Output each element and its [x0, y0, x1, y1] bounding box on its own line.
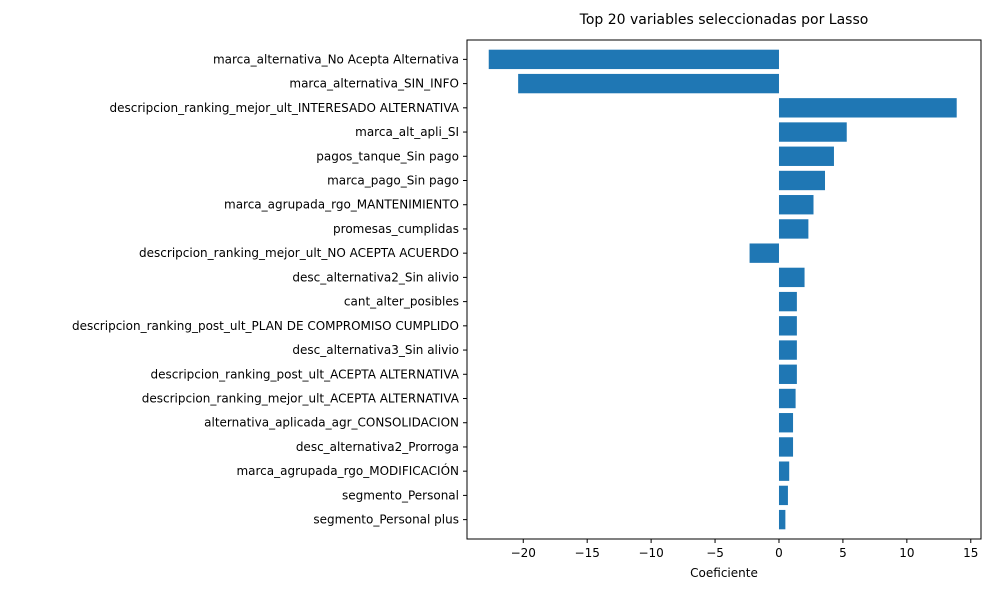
bar-8 — [749, 243, 779, 263]
bar-11 — [778, 316, 797, 336]
bar-7 — [778, 219, 809, 239]
y-tick-label-4: pagos_tanque_Sin pago — [316, 149, 459, 163]
plot-frame — [466, 39, 982, 540]
bar-16 — [778, 437, 794, 457]
y-tick-label-9: desc_alternativa2_Sin alivio — [292, 270, 459, 284]
bar-2 — [778, 98, 957, 118]
bar-5 — [778, 170, 826, 191]
y-tick-label-8: descripcion_ranking_mejor_ult_NO ACEPTA … — [139, 246, 459, 260]
bar-0 — [488, 49, 779, 70]
y-tick-label-10: cant_alter_posibles — [344, 295, 459, 309]
y-tick-label-19: segmento_Personal plus — [313, 513, 459, 527]
y-tick-label-0: marca_alternativa_No Acepta Alternativa — [213, 52, 459, 66]
y-tick-label-11: descripcion_ranking_post_ult_PLAN DE COM… — [72, 319, 459, 333]
y-tick-label-5: marca_pago_Sin pago — [327, 173, 459, 187]
y-axis-labels: marca_alternativa_No Acepta Alternativa m… — [72, 52, 467, 527]
bar-10 — [778, 291, 797, 312]
bar-3 — [778, 122, 847, 142]
y-tick-label-17: marca_agrupada_rgo_MODIFICACIÓN — [236, 463, 459, 478]
y-tick-label-12: desc_alternativa3_Sin alivio — [292, 343, 459, 357]
x-tick-label-7: 15 — [963, 546, 978, 560]
bar-13 — [778, 364, 797, 384]
bar-15 — [778, 413, 794, 433]
bar-19 — [778, 509, 786, 530]
y-tick-label-2: descripcion_ranking_mejor_ult_INTERESADO… — [110, 101, 460, 115]
y-tick-label-3: marca_alt_apli_SI — [355, 125, 459, 139]
x-tick-label-6: 10 — [899, 546, 914, 560]
bars-group — [488, 49, 957, 530]
y-tick-label-16: desc_alternativa2_Prorroga — [296, 440, 459, 454]
y-tick-label-15: alternativa_aplicada_agr_CONSOLIDACION — [204, 416, 459, 430]
x-axis-ticks: −20 −15 −10 −5 0 5 10 15 — [511, 539, 978, 560]
y-tick-label-14: descripcion_ranking_mejor_ult_ACEPTA ALT… — [142, 392, 460, 406]
x-tick-label-2: −10 — [638, 546, 663, 560]
x-tick-label-0: −20 — [511, 546, 536, 560]
y-tick-label-13: descripcion_ranking_post_ult_ACEPTA ALTE… — [151, 367, 460, 381]
bar-4 — [778, 146, 834, 166]
bar-14 — [778, 388, 796, 409]
bar-1 — [518, 73, 779, 94]
x-tick-label-4: 0 — [775, 546, 783, 560]
x-axis-title: Coeficiente — [690, 566, 758, 580]
bar-17 — [778, 461, 790, 481]
x-tick-label-5: 5 — [839, 546, 847, 560]
bar-18 — [778, 485, 788, 506]
y-tick-label-1: marca_alternativa_SIN_INFO — [289, 77, 459, 91]
x-tick-label-3: −5 — [706, 546, 724, 560]
y-tick-label-6: marca_agrupada_rgo_MANTENIMIENTO — [224, 198, 459, 212]
x-tick-label-1: −15 — [575, 546, 600, 560]
bar-6 — [778, 195, 814, 215]
chart-title: Top 20 variables seleccionadas por Lasso — [579, 12, 869, 28]
y-tick-label-7: promesas_cumplidas — [333, 222, 459, 236]
bar-12 — [778, 340, 797, 360]
bar-9 — [778, 267, 805, 288]
y-tick-label-18: segmento_Personal — [342, 488, 459, 502]
